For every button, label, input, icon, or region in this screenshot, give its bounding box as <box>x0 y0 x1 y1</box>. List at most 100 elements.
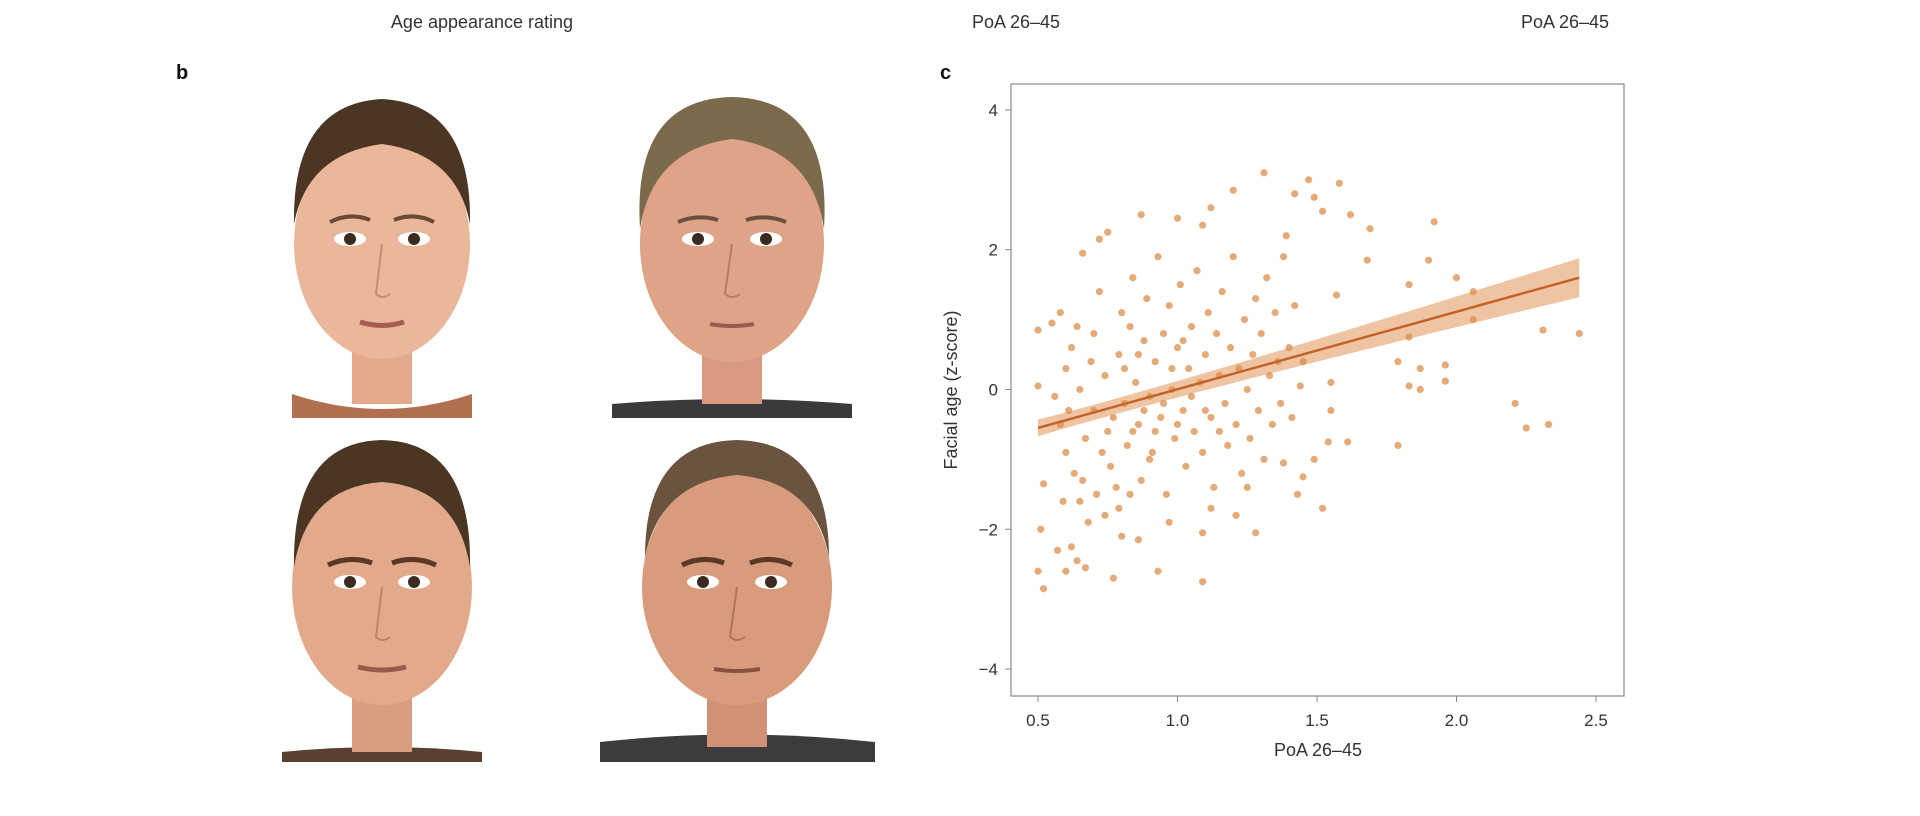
data-point <box>1123 441 1131 450</box>
data-point <box>1212 329 1221 338</box>
y-tick-label: −4 <box>979 660 998 679</box>
data-point <box>1249 350 1257 359</box>
x-tick-label: 2.0 <box>1445 711 1469 730</box>
panel-label-c: c <box>940 62 952 84</box>
data-point <box>1070 469 1078 477</box>
data-point <box>1134 350 1143 359</box>
data-point <box>1034 326 1042 334</box>
data-point <box>1271 309 1279 317</box>
data-point <box>1154 567 1162 575</box>
data-point <box>1394 441 1402 450</box>
data-point <box>1159 329 1168 338</box>
data-point <box>1132 378 1140 387</box>
data-point <box>1118 309 1126 317</box>
data-point <box>1173 214 1182 222</box>
data-point <box>1065 406 1073 415</box>
data-point <box>1452 274 1461 282</box>
data-point <box>1204 309 1212 317</box>
data-point <box>1157 413 1165 422</box>
data-point <box>1279 459 1288 467</box>
data-point <box>1201 406 1209 415</box>
data-point <box>1171 434 1179 443</box>
data-point <box>1310 455 1318 463</box>
data-point <box>1109 574 1117 582</box>
face-image-young-male <box>282 440 482 762</box>
data-point <box>1282 232 1290 240</box>
data-point <box>1332 291 1341 299</box>
data-point <box>1179 336 1187 345</box>
data-point <box>1366 225 1374 233</box>
confidence-band <box>1038 258 1580 437</box>
data-point <box>1199 529 1207 537</box>
data-point <box>1263 274 1271 282</box>
data-point <box>1430 218 1438 226</box>
data-point <box>1305 176 1313 184</box>
data-point <box>1575 329 1583 338</box>
data-point <box>1522 424 1530 432</box>
data-point <box>1238 469 1246 477</box>
data-point <box>1148 448 1156 457</box>
prev-panel-xlabel-poa-2: PoA 26–45 <box>1520 12 1610 32</box>
y-tick-label: 0 <box>989 381 998 400</box>
prev-panel-xlabel-poa-1: PoA 26–45 <box>971 12 1061 32</box>
face-image-older-female <box>612 97 852 418</box>
data-point <box>1544 420 1553 429</box>
prev-panel-xlabel-age-rating: Age appearance rating <box>390 12 574 32</box>
data-point <box>1104 427 1112 436</box>
data-point <box>1210 483 1218 491</box>
data-point <box>1229 253 1237 261</box>
data-point <box>1363 256 1371 264</box>
data-point <box>1293 490 1302 498</box>
data-point <box>1310 193 1318 201</box>
data-point <box>1095 235 1103 243</box>
data-point <box>1165 302 1173 310</box>
data-point <box>1318 504 1327 512</box>
data-point <box>1115 350 1123 359</box>
data-point <box>1087 357 1095 366</box>
data-point <box>1095 288 1103 296</box>
data-point <box>1296 382 1304 390</box>
data-point <box>1059 497 1067 505</box>
data-point <box>1154 253 1162 261</box>
data-point <box>1232 420 1240 429</box>
data-point <box>1207 204 1215 212</box>
x-tick-label: 1.0 <box>1166 711 1190 730</box>
data-point <box>1243 385 1251 394</box>
data-point <box>1324 438 1332 446</box>
data-point <box>1143 295 1151 303</box>
data-point <box>1159 399 1168 408</box>
data-point <box>1405 382 1413 390</box>
data-point <box>1226 343 1235 352</box>
data-point <box>1416 364 1424 373</box>
data-point <box>1405 281 1413 289</box>
regression-line <box>1037 276 1580 430</box>
data-point <box>1140 336 1148 345</box>
data-point <box>1137 476 1145 484</box>
data-point <box>1062 448 1070 457</box>
data-point <box>1291 302 1299 310</box>
data-point <box>1327 378 1335 387</box>
data-point <box>1185 364 1193 373</box>
data-point <box>1076 497 1084 505</box>
data-point <box>1056 309 1064 317</box>
data-point <box>1092 490 1101 498</box>
data-point <box>1246 434 1254 443</box>
data-point <box>1129 427 1137 436</box>
data-point <box>1252 295 1260 303</box>
data-point <box>1235 364 1243 373</box>
data-point <box>1199 578 1207 586</box>
data-point <box>1062 567 1070 575</box>
data-point <box>1146 455 1154 463</box>
data-point <box>1243 483 1251 491</box>
data-point <box>1187 392 1196 401</box>
data-point <box>1441 377 1449 385</box>
data-point <box>1260 455 1268 463</box>
data-point <box>1288 413 1296 422</box>
data-point <box>1291 190 1299 198</box>
data-point <box>1129 274 1137 282</box>
data-point <box>1140 406 1148 415</box>
y-tick-label: 4 <box>989 101 998 120</box>
data-point <box>1034 382 1042 390</box>
data-point <box>1039 585 1048 593</box>
data-point <box>1098 448 1106 457</box>
